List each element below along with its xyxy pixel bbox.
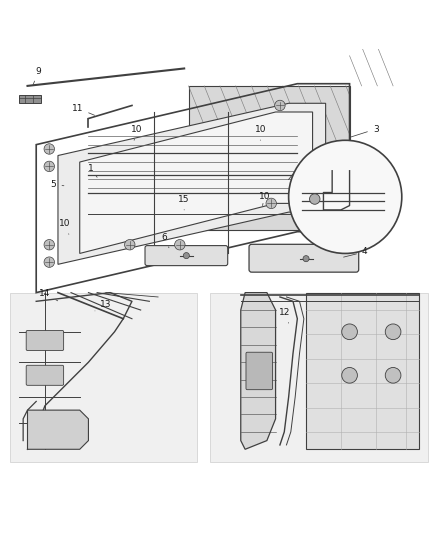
Circle shape [289,140,402,254]
Circle shape [44,257,54,268]
Circle shape [266,198,276,208]
Circle shape [44,161,54,172]
FancyBboxPatch shape [26,365,64,385]
Text: 10: 10 [254,125,266,140]
FancyBboxPatch shape [145,246,228,265]
Polygon shape [241,293,276,449]
FancyBboxPatch shape [26,330,64,351]
Text: 10: 10 [259,191,270,206]
Text: 9: 9 [33,67,41,85]
Text: 10: 10 [59,220,70,235]
FancyBboxPatch shape [249,244,359,272]
Circle shape [175,239,185,250]
FancyBboxPatch shape [10,293,197,462]
Text: 1: 1 [88,164,97,177]
Circle shape [275,100,285,111]
Circle shape [342,367,357,383]
Circle shape [184,253,189,259]
Circle shape [385,324,401,340]
Polygon shape [188,86,350,230]
Text: 3: 3 [350,125,378,138]
Text: 12: 12 [279,308,290,323]
Polygon shape [58,103,325,264]
Circle shape [310,194,320,204]
Circle shape [342,324,357,340]
Polygon shape [19,94,41,103]
FancyBboxPatch shape [210,293,428,462]
Text: 6: 6 [162,232,169,248]
Text: 11: 11 [72,104,95,115]
Polygon shape [306,293,419,449]
Polygon shape [80,112,313,254]
Circle shape [303,256,309,262]
Text: 10: 10 [131,125,142,140]
Circle shape [44,144,54,154]
Text: 15: 15 [178,195,190,210]
Circle shape [44,239,54,250]
Text: 4: 4 [343,247,367,257]
Text: 5: 5 [51,180,64,189]
Circle shape [385,367,401,383]
Circle shape [124,239,135,250]
FancyBboxPatch shape [246,352,272,390]
Text: 13: 13 [95,300,112,311]
Text: 14: 14 [39,289,58,301]
Polygon shape [28,410,88,449]
